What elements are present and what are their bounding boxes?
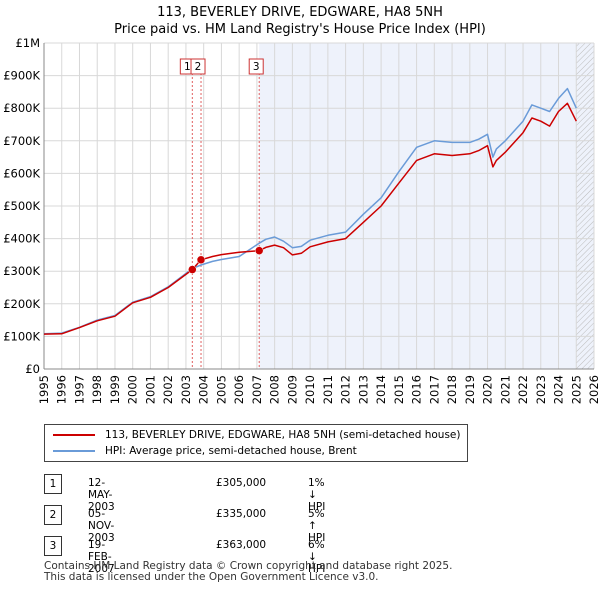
legend-property-label: 113, BEVERLEY DRIVE, EDGWARE, HA8 5NH (s… — [105, 429, 461, 441]
y-tick-label: £200K — [3, 297, 40, 311]
sale-point — [254, 246, 264, 255]
y-tick-label: £800K — [3, 101, 40, 115]
transaction-hpi-diff: 1% ↓ HPI — [308, 477, 326, 513]
x-tick-label: 2013 — [356, 375, 370, 404]
price-chart: £0 £100K £200K £300K £400K £500K £600K £700K £80… — [3, 36, 600, 404]
y-tick-label: £500K — [3, 199, 40, 213]
x-tick-label: 2001 — [143, 375, 157, 404]
transaction-price: £305,000 — [216, 477, 267, 489]
x-tick-label: 2019 — [463, 375, 477, 404]
x-tick-label: 2005 — [214, 375, 228, 404]
x-tick-label: 2020 — [481, 375, 495, 404]
sale-number-box — [248, 58, 264, 75]
footer-copyright: Contains HM Land Registry data © Crown c… — [44, 560, 453, 572]
x-tick-label: 2011 — [321, 375, 335, 404]
footer-licence: This data is licensed under the Open Gov… — [44, 571, 379, 583]
x-tick-label: 1999 — [108, 375, 122, 404]
legend-hpi-label: HPI: Average price, semi-detached house,… — [105, 445, 357, 457]
x-tick-label: 2007 — [250, 375, 264, 404]
y-tick-label: £600K — [3, 166, 40, 180]
x-tick-label: 1995 — [37, 375, 51, 404]
transaction-hpi-diff: 5% ↑ HPI — [308, 508, 326, 544]
transaction-date: 12-MAY-2003 — [88, 477, 115, 513]
x-tick-label: 2022 — [516, 375, 530, 404]
sale-point — [196, 255, 206, 265]
y-tick-label: £400K — [3, 232, 40, 246]
y-tick-label: £900K — [3, 69, 40, 83]
sale-number-label: 2 — [195, 61, 202, 73]
x-tick-label: 2016 — [410, 375, 424, 404]
x-tick-label: 1997 — [72, 375, 86, 404]
x-tick-label: 2006 — [232, 375, 246, 404]
transaction-date: 19-FEB-2007 — [88, 539, 115, 575]
x-tick-label: 2014 — [374, 375, 388, 404]
chart-title-line1: 113, BEVERLEY DRIVE, EDGWARE, HA8 5NH — [157, 5, 443, 20]
x-tick-label: 1998 — [90, 375, 104, 404]
sale-number-box — [190, 58, 206, 75]
y-tick-label: £700K — [3, 134, 40, 148]
x-tick-label: 2021 — [498, 375, 512, 404]
x-tick-label: 2000 — [126, 375, 140, 404]
sale-number-label: 1 — [184, 61, 191, 73]
x-tick-label: 2004 — [197, 375, 211, 404]
transaction-number: 1 — [44, 474, 62, 494]
x-tick-label: 1996 — [55, 375, 69, 404]
x-tick-label: 2024 — [552, 375, 566, 404]
x-tick-label: 2012 — [339, 375, 353, 404]
x-tick-label: 2017 — [427, 375, 441, 404]
sale-point — [188, 265, 197, 274]
chart-title-line2: Price paid vs. HM Land Registry's House … — [114, 22, 486, 37]
x-tick-label: 2018 — [445, 375, 459, 404]
sale-number-label: 3 — [253, 61, 260, 73]
transaction-price: £363,000 — [216, 539, 267, 551]
transaction-date: 05-NOV-2003 — [88, 508, 115, 544]
legend-property-swatch — [53, 434, 95, 436]
transaction-number: 3 — [44, 536, 62, 556]
x-tick-label: 2002 — [161, 375, 175, 404]
x-tick-label: 2015 — [392, 375, 406, 404]
y-tick-label: £0 — [25, 362, 40, 376]
y-tick-label: £1M — [15, 36, 40, 50]
legend-hpi-swatch — [53, 450, 95, 452]
x-tick-label: 2023 — [534, 375, 548, 404]
x-tick-label: 2008 — [268, 375, 282, 404]
x-tick-label: 2010 — [303, 375, 317, 404]
transaction-hpi-diff: 6% ↓ HPI — [308, 539, 326, 575]
x-tick-label: 2026 — [587, 375, 600, 404]
x-tick-label: 2003 — [179, 375, 193, 404]
transaction-number: 2 — [44, 505, 62, 525]
x-tick-label: 2009 — [285, 375, 299, 404]
y-tick-label: £100K — [3, 329, 40, 343]
legend: 113, BEVERLEY DRIVE, EDGWARE, HA8 5NH (s… — [44, 424, 468, 462]
x-tick-label: 2025 — [569, 375, 583, 404]
transaction-price: £335,000 — [216, 508, 267, 520]
property-price-line — [43, 102, 577, 335]
y-tick-label: £300K — [3, 264, 40, 278]
